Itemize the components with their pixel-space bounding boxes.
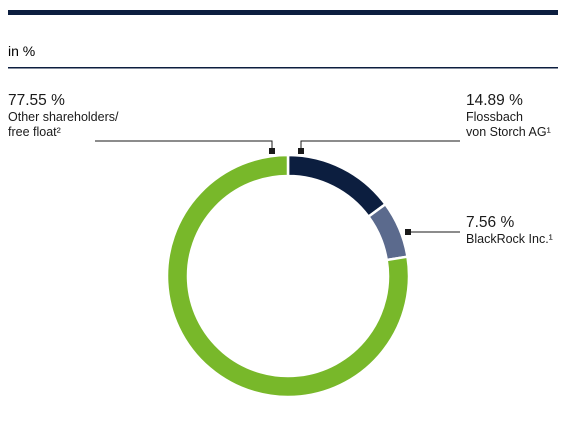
chart-subtitle: in % — [8, 43, 35, 59]
value-label: 14.89 % — [466, 92, 523, 109]
category-label: BlackRock Inc.¹ — [466, 232, 553, 246]
leader-line — [300, 140, 460, 151]
leader-line — [95, 140, 273, 151]
donut-segment — [165, 153, 411, 399]
leader-marker — [269, 148, 275, 154]
subtitle-rule — [8, 67, 558, 69]
value-label: 7.56 % — [466, 214, 515, 231]
donut-segment — [286, 153, 388, 219]
category-label: Other shareholders/ free float² — [8, 110, 119, 139]
value-label: 77.55 % — [8, 92, 65, 109]
donut-segment — [366, 202, 409, 262]
leader-marker — [298, 148, 304, 154]
category-label: Flossbach von Storch AG¹ — [466, 110, 551, 139]
leader-marker — [405, 229, 411, 235]
top-bar — [8, 10, 558, 15]
